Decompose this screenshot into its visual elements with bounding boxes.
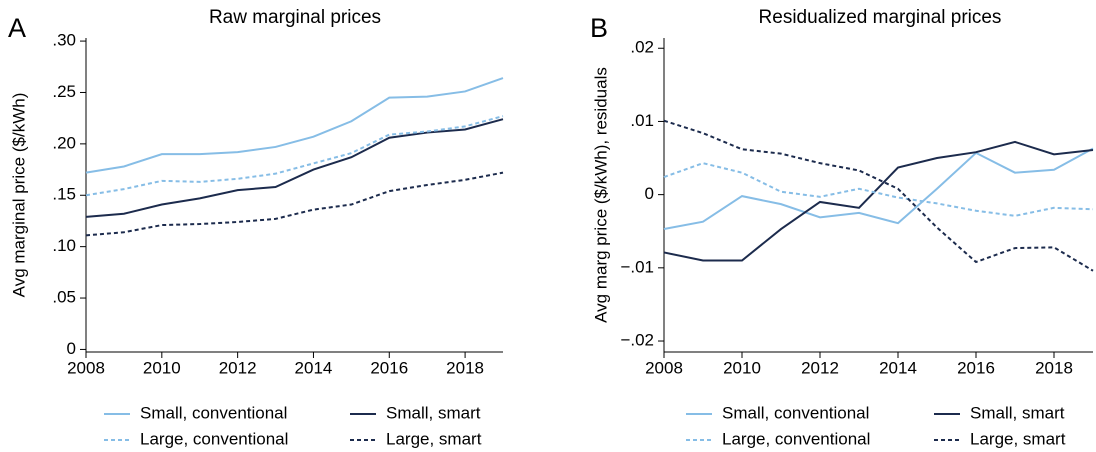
x-tick-label: 2018 <box>446 358 484 377</box>
chart-title: Residualized marginal prices <box>759 7 1002 28</box>
series-line <box>663 140 1094 262</box>
legend-label: Small, conventional <box>722 403 869 422</box>
y-axis-label: Avg marginal price ($/kWh) <box>9 93 28 298</box>
y-tick-label: .25 <box>52 82 76 101</box>
y-tick-label: .30 <box>52 31 76 50</box>
y-tick-label: 0 <box>67 339 76 358</box>
x-tick-label: 2012 <box>219 358 257 377</box>
x-tick-label: 2010 <box>723 358 761 377</box>
y-tick-label: 0 <box>645 184 654 203</box>
series-line <box>85 118 504 218</box>
x-tick-label: 2012 <box>801 358 839 377</box>
y-tick-label: .01 <box>630 111 654 130</box>
y-axis-label: Avg marg price ($/kWh), residuals <box>591 67 610 323</box>
y-tick-label: −.02 <box>620 331 654 350</box>
legend-label: Large, smart <box>970 429 1066 448</box>
y-tick-label: .05 <box>52 288 76 307</box>
y-tick-label: .02 <box>630 38 654 57</box>
y-tick-label: −.01 <box>620 257 654 276</box>
x-tick-label: 2016 <box>370 358 408 377</box>
x-tick-label: 2018 <box>1035 358 1073 377</box>
x-tick-label: 2014 <box>879 358 917 377</box>
chart-title: Raw marginal prices <box>209 7 381 28</box>
legend-label: Large, conventional <box>722 429 870 448</box>
series-line <box>663 162 1094 217</box>
legend-label: Small, conventional <box>140 403 287 422</box>
y-tick-label: .10 <box>52 236 76 255</box>
y-tick-label: .15 <box>52 185 76 204</box>
series-line <box>85 77 504 174</box>
y-tick-label: .20 <box>52 133 76 152</box>
x-tick-label: 2014 <box>295 358 333 377</box>
legend-label: Small, smart <box>386 403 481 422</box>
x-tick-label: 2008 <box>67 358 105 377</box>
legend-label: Large, conventional <box>140 429 288 448</box>
series-line <box>85 171 504 237</box>
x-tick-label: 2010 <box>143 358 181 377</box>
panel-label: B <box>590 13 608 43</box>
legend-label: Small, smart <box>970 403 1065 422</box>
x-tick-label: 2008 <box>645 358 683 377</box>
x-tick-label: 2016 <box>957 358 995 377</box>
series-line <box>85 115 504 197</box>
legend-label: Large, smart <box>386 429 482 448</box>
panel-label: A <box>8 13 26 43</box>
series-line <box>663 119 1094 272</box>
series-line <box>663 147 1094 231</box>
